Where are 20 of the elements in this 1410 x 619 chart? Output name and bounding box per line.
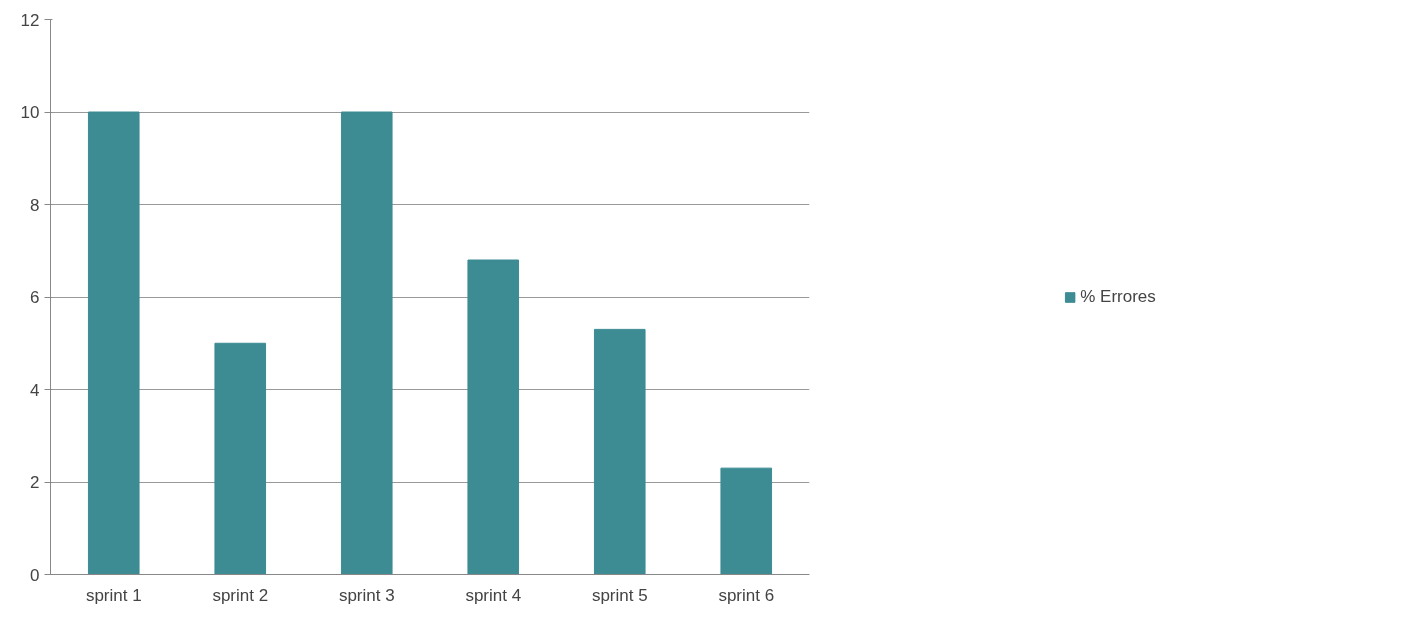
x-tick-label: sprint 2 <box>212 585 269 605</box>
bar <box>214 342 267 575</box>
y-tick-label: 4 <box>30 380 40 400</box>
bar <box>340 111 393 575</box>
y-tick-label: 10 <box>20 103 40 122</box>
bar <box>87 111 140 575</box>
legend-label: % Errores <box>1080 286 1156 307</box>
bar <box>467 259 520 575</box>
x-tick-label: sprint 1 <box>85 585 142 605</box>
x-tick-label: sprint 5 <box>591 585 648 605</box>
x-tick-label: sprint 4 <box>465 585 522 605</box>
x-tick-label: sprint 6 <box>718 585 775 605</box>
bar <box>593 328 646 575</box>
y-tick-label: 6 <box>30 288 40 307</box>
y-tick-label: 2 <box>30 473 40 492</box>
y-tick-label: 8 <box>30 195 40 215</box>
bar <box>720 467 773 575</box>
y-tick-label: 0 <box>30 565 40 585</box>
y-tick-label: 12 <box>20 10 40 30</box>
x-tick-label: sprint 3 <box>338 585 395 605</box>
